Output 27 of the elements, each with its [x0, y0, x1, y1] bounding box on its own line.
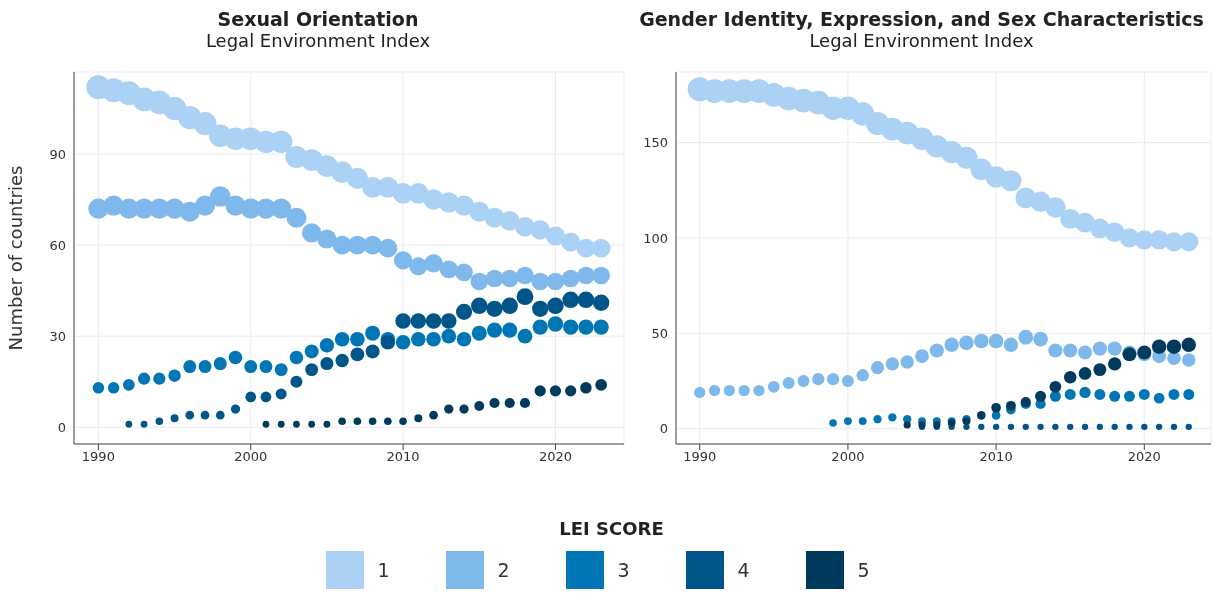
x-tick-label: 2020	[538, 449, 572, 465]
x-tick-label: 2000	[234, 449, 268, 465]
x-tick-label: 2020	[1127, 449, 1161, 465]
y-tick-label: 0	[57, 419, 66, 435]
y-tick-label: 100	[643, 230, 668, 246]
y-tick-label: 0	[659, 421, 668, 437]
chart-subtitle: Legal Environment Index	[808, 30, 1035, 51]
chart-title: Sexual Orientation	[216, 8, 420, 30]
chart-title: Gender Identity, Expression, and Sex Characteristics	[638, 8, 1205, 30]
legend-label: 1	[377, 559, 391, 581]
legend-label: 2	[497, 559, 511, 581]
legend-title: LEI SCORE	[558, 518, 665, 539]
x-tick-label: 2000	[831, 449, 865, 465]
y-tick-label: 60	[49, 237, 66, 253]
y-tick-label: 150	[643, 135, 668, 151]
y-tick-label: 90	[49, 146, 66, 162]
x-tick-label: 1990	[683, 449, 717, 465]
x-tick-label: 1990	[81, 449, 115, 465]
legend-label: 5	[857, 559, 871, 581]
y-tick-label: 30	[49, 328, 66, 344]
chart-subtitle: Legal Environment Index	[204, 30, 432, 51]
y-axis-title: Number of countries	[5, 165, 27, 351]
y-tick-label: 50	[651, 325, 668, 341]
x-tick-label: 2010	[979, 449, 1013, 465]
legend-label: 3	[617, 559, 631, 581]
x-tick-label: 2010	[386, 449, 420, 465]
legend-label: 4	[737, 559, 751, 581]
